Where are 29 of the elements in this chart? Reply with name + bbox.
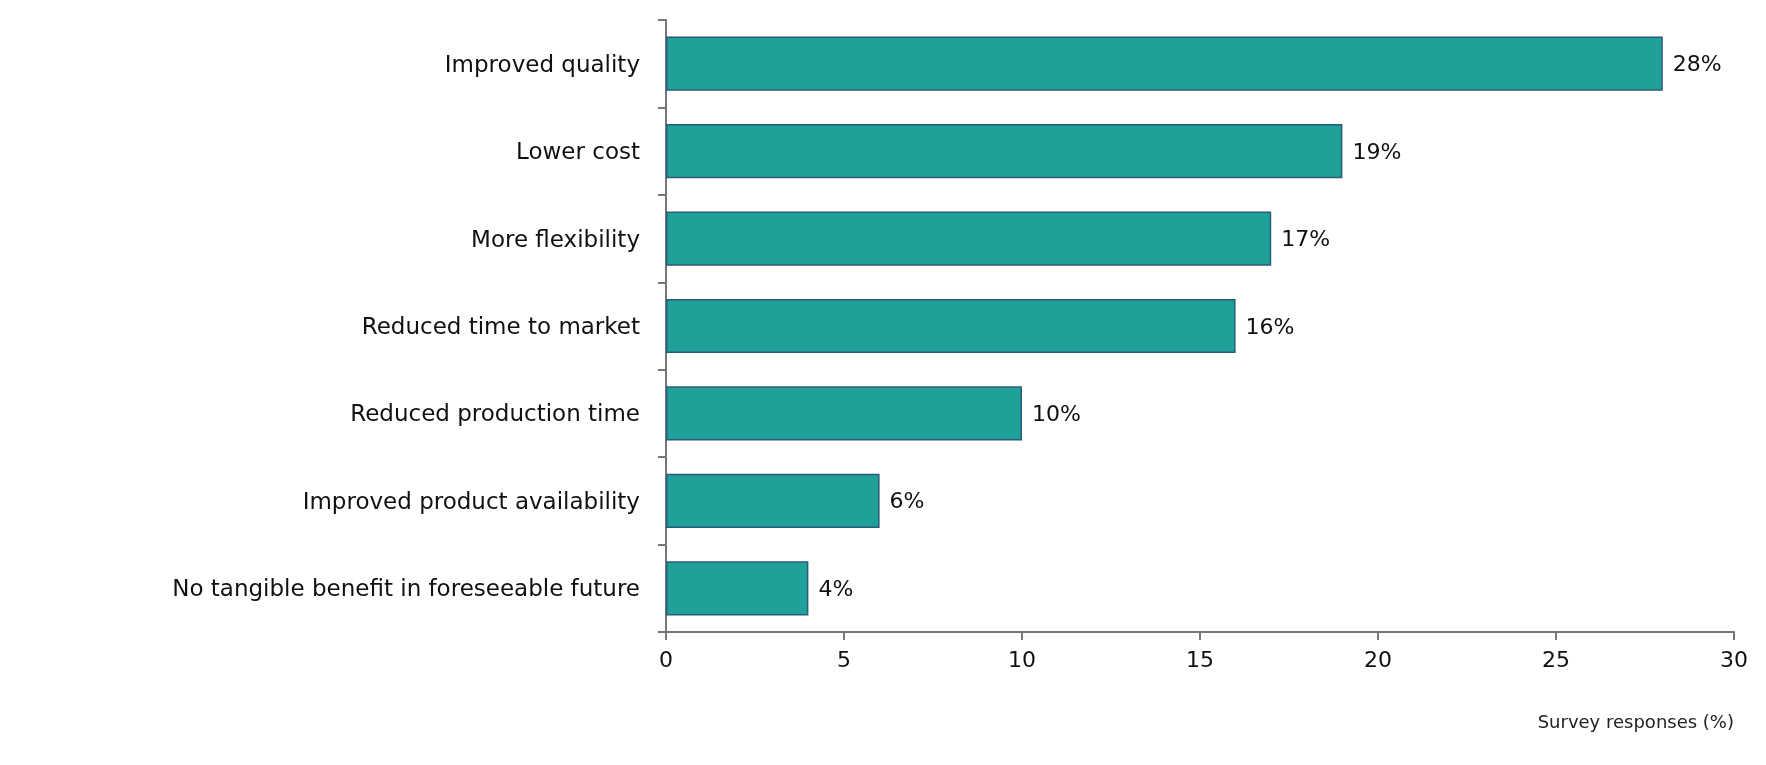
y-tick-label: Improved product availability — [302, 487, 640, 514]
x-tick-label: 20 — [1364, 646, 1392, 672]
bar — [666, 473, 880, 528]
y-tick-label: Lower cost — [516, 138, 640, 165]
bar — [666, 36, 1663, 91]
bar — [666, 211, 1272, 266]
data-label: 19% — [1352, 138, 1402, 164]
x-tick-label: 10 — [1008, 646, 1036, 672]
y-tick-label: Improved quality — [444, 50, 640, 77]
y-tick-label: More flexibility — [471, 225, 640, 252]
y-tick-label: Reduced production time — [350, 400, 640, 427]
y-tick-label: No tangible benefit in foreseeable future — [172, 575, 640, 602]
bar — [666, 386, 1022, 441]
x-tick-label: 30 — [1720, 646, 1748, 672]
y-tick-label: Reduced time to market — [361, 313, 640, 339]
x-tick-label: 15 — [1186, 646, 1214, 672]
data-label: 10% — [1032, 400, 1081, 426]
data-label: 16% — [1245, 313, 1295, 339]
x-axis-title: Survey responses (%) — [1537, 710, 1734, 732]
data-label: 28% — [1672, 51, 1722, 77]
bar — [666, 124, 1343, 179]
x-tick-label: 25 — [1542, 646, 1570, 672]
data-label: 6% — [889, 488, 925, 514]
x-tick-label: 5 — [837, 646, 851, 672]
data-label: 17% — [1281, 226, 1331, 252]
x-tick-label: 0 — [659, 646, 673, 672]
data-label: 4% — [818, 575, 854, 601]
bar — [666, 298, 1236, 354]
bar — [666, 561, 809, 616]
